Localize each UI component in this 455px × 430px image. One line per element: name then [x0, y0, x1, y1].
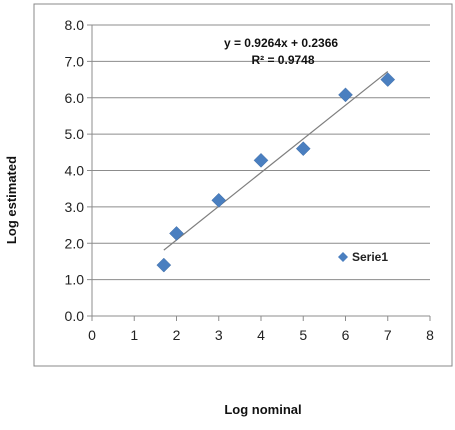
legend-marker: [338, 252, 348, 262]
x-tick-label: 7: [384, 327, 392, 343]
chart-frame: [33, 3, 453, 367]
x-tick-label: 3: [215, 327, 223, 343]
r-squared-label: R² = 0.9748: [251, 53, 314, 67]
x-tick-label: 2: [173, 327, 181, 343]
data-point: [295, 141, 311, 157]
y-tick-label: 3.0: [65, 199, 85, 215]
trendline: [163, 71, 389, 251]
x-tick-label: 6: [342, 327, 350, 343]
axis-layer: 0.0 1.0 2.0 3.0 4.0 5.0 6.0 7.0 8.0 0 1 2 3 4 5 6 7 8: [65, 17, 435, 343]
x-tick-label: 4: [257, 327, 265, 343]
grid-layer: [92, 24, 430, 317]
y-tick-label: 4.0: [65, 163, 85, 179]
data-point: [338, 87, 353, 103]
data-point: [380, 72, 396, 87]
data-point: [169, 226, 184, 241]
y-tick-label: 6.0: [65, 90, 85, 106]
trendline-layer: [163, 71, 389, 251]
y-tick-label: 0.0: [65, 308, 85, 324]
data-point: [156, 257, 172, 273]
data-point: [211, 192, 227, 208]
y-axis-title: Log estimated: [4, 156, 19, 244]
x-tick-label: 5: [299, 327, 307, 343]
data-point: [253, 152, 269, 168]
legend-label: Serie1: [352, 250, 388, 264]
y-tick-label: 2.0: [65, 235, 85, 251]
x-axis-title: Log nominal: [224, 402, 301, 417]
x-tick-label: 8: [426, 327, 434, 343]
y-tick-label: 5.0: [65, 126, 85, 142]
y-tick-label: 1.0: [65, 272, 85, 288]
trendline-equation: y = 0.9264x + 0.2366: [224, 36, 338, 50]
x-tick-label: 1: [130, 327, 138, 343]
y-tick-label: 8.0: [65, 17, 85, 33]
x-tick-label: 0: [88, 327, 96, 343]
data-points-layer: [156, 72, 396, 273]
legend: Serie1: [338, 250, 388, 264]
y-tick-label: 7.0: [65, 53, 85, 69]
